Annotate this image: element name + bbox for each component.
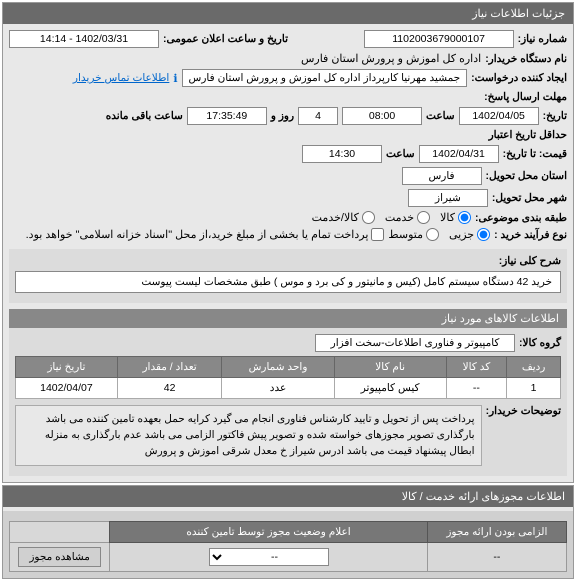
col-code: کد کالا (446, 357, 507, 378)
col-name: نام کالا (334, 357, 446, 378)
buyer-notes-label: توضیحات خریدار: (486, 405, 561, 417)
radio-service-input[interactable] (362, 211, 375, 224)
radio-medium[interactable]: متوسط (388, 228, 439, 241)
licenses-body: الزامی بودن ارائه مجوز اعلام وضعیت مجوز … (3, 511, 573, 578)
summary-section: شرح کلی نیاز: خرید 42 دستگاه سیستم کامل … (9, 249, 567, 303)
summary-text: خرید 42 دستگاه سیستم کامل (کیس و مانیتور… (15, 271, 561, 293)
items-body: گروه کالا: کامپیوتر و فناوری اطلاعات-سخت… (9, 328, 567, 476)
cell-unit: عدد (222, 378, 334, 399)
min-credit-label: حداقل تاریخ اعتبار (489, 129, 567, 141)
row-need-number: شماره نیاز: 1102003679000107 تاریخ و ساع… (9, 30, 567, 48)
summary-label: شرح کلی نیاز: (499, 255, 561, 267)
col-row: ردیف (507, 357, 561, 378)
row-buyer-org: نام دستگاه خریدار: اداره کل اموزش و پرور… (9, 52, 567, 65)
time-label-2: ساعت (386, 148, 415, 160)
col-status: اعلام وضعیت مجوز توسط تامین کننده (110, 522, 428, 543)
cell-name: کیس کامپیوتر (334, 378, 446, 399)
row-requester: ایجاد کننده درخواست: جمشید مهرنیا کارپرد… (9, 69, 567, 87)
public-datetime-label: تاریخ و ساعت اعلان عمومی: (163, 33, 288, 45)
items-header: اطلاعات کالاهای مورد نیاز (9, 309, 567, 328)
row-deadline: مهلت ارسال پاسخ: (9, 91, 567, 103)
requester-value: جمشید مهرنیا کارپرداز اداره کل اموزش و پ… (182, 69, 468, 87)
city-label: شهر محل تحویل: (492, 192, 567, 204)
group-value: کامپیوتر و فناوری اطلاعات-سخت افزار (315, 334, 515, 352)
row-price-until: قیمت: تا تاریخ: 1402/04/31 ساعت 14:30 (9, 145, 567, 163)
cell-code: -- (446, 378, 507, 399)
row-min-credit: حداقل تاریخ اعتبار (9, 129, 567, 141)
deadline-date: 1402/04/05 (459, 107, 539, 125)
requester-label: ایجاد کننده درخواست: (471, 72, 567, 84)
buyer-org-label: نام دستگاه خریدار: (485, 53, 567, 65)
buyer-org-value: اداره کل اموزش و پرورش استان فارس (301, 52, 481, 65)
price-date: 1402/04/31 (419, 145, 499, 163)
licenses-header: اطلاعات مجوزهای ارائه خدمت / کالا (3, 486, 573, 507)
items-table: ردیف کد کالا نام کالا واحد شمارش تعداد /… (15, 356, 561, 399)
cell-date: 1402/04/07 (16, 378, 118, 399)
days-value: 4 (298, 107, 338, 125)
info-icon: ℹ (173, 72, 177, 85)
time-label-1: ساعت (426, 110, 455, 122)
price-time: 14:30 (302, 145, 382, 163)
price-until-label: قیمت: تا تاریخ: (503, 148, 567, 160)
row-province: استان محل تحویل: فارس (9, 167, 567, 185)
province-value: فارس (402, 167, 482, 185)
cell-qty: 42 (117, 378, 222, 399)
public-datetime-value: 1402/03/31 - 14:14 (9, 30, 159, 48)
purchase-type-label: نوع فرآیند خرید : (494, 229, 567, 241)
deadline-history-label: تاریخ: (543, 110, 567, 122)
radio-service[interactable]: کالا/خدمت (312, 211, 375, 224)
cell-row: 1 (507, 378, 561, 399)
row-category: طبقه بندی موضوعی: کالا خدمت کالا/خدمت (9, 211, 567, 224)
panel-body: شماره نیاز: 1102003679000107 تاریخ و ساع… (3, 24, 573, 482)
status-cell: -- (110, 543, 428, 572)
buyer-notes-text: پرداخت پس از تحویل و تایید کارشناس فناور… (15, 405, 482, 466)
col-mandatory: الزامی بودن ارائه مجوز (427, 522, 566, 543)
group-label: گروه کالا: (519, 337, 561, 349)
category-radio-group: کالا خدمت کالا/خدمت (312, 211, 471, 224)
row-city: شهر محل تحویل: شیراز (9, 189, 567, 207)
status-select[interactable]: -- (209, 548, 329, 566)
days-label: روز و (271, 110, 294, 122)
need-details-panel: جزئیات اطلاعات نیاز شماره نیاز: 11020036… (2, 2, 574, 483)
treasury-checkbox-input[interactable] (371, 228, 384, 241)
deadline-time: 08:00 (342, 107, 422, 125)
deadline-label: مهلت ارسال پاسخ: (484, 91, 567, 103)
mandatory-cell: -- (427, 543, 566, 572)
radio-small-input[interactable] (477, 228, 490, 241)
purchase-type-group: جزیی متوسط (388, 228, 490, 241)
radio-medium-input[interactable] (426, 228, 439, 241)
col-date: تاریخ نیاز (16, 357, 118, 378)
city-value: شیراز (408, 189, 488, 207)
radio-goods[interactable]: کالا (440, 211, 471, 224)
category-label: طبقه بندی موضوعی: (475, 212, 567, 224)
panel-title: جزئیات اطلاعات نیاز (3, 3, 573, 24)
row-purchase-type: نوع فرآیند خرید : جزیی متوسط پرداخت تمام… (9, 228, 567, 241)
treasury-checkbox[interactable]: پرداخت تمام یا بخشی از مبلغ خرید،از محل … (26, 228, 385, 241)
contact-link[interactable]: اطلاعات تماس خریدار (73, 72, 169, 84)
col-unit: واحد شمارش (222, 357, 334, 378)
need-number-label: شماره نیاز: (518, 33, 567, 45)
licenses-panel: اطلاعات مجوزهای ارائه خدمت / کالا الزامی… (2, 485, 574, 579)
radio-khdmt-input[interactable] (417, 211, 430, 224)
remaining-time: 17:35:49 (187, 107, 267, 125)
radio-small[interactable]: جزیی (449, 228, 490, 241)
table-row[interactable]: 1 -- کیس کامپیوتر عدد 42 1402/04/07 (16, 378, 561, 399)
radio-goods-input[interactable] (458, 211, 471, 224)
province-label: استان محل تحویل: (486, 170, 567, 182)
row-deadline-detail: تاریخ: 1402/04/05 ساعت 08:00 4 روز و 17:… (9, 107, 567, 125)
radio-khdmt[interactable]: خدمت (385, 211, 430, 224)
license-row: -- -- مشاهده مجوز (10, 543, 567, 572)
need-number-value: 1102003679000107 (364, 30, 514, 48)
remaining-label: ساعت باقی مانده (106, 110, 183, 122)
view-license-button[interactable]: مشاهده مجوز (18, 547, 101, 567)
col-qty: تعداد / مقدار (117, 357, 222, 378)
licenses-table: الزامی بودن ارائه مجوز اعلام وضعیت مجوز … (9, 521, 567, 572)
